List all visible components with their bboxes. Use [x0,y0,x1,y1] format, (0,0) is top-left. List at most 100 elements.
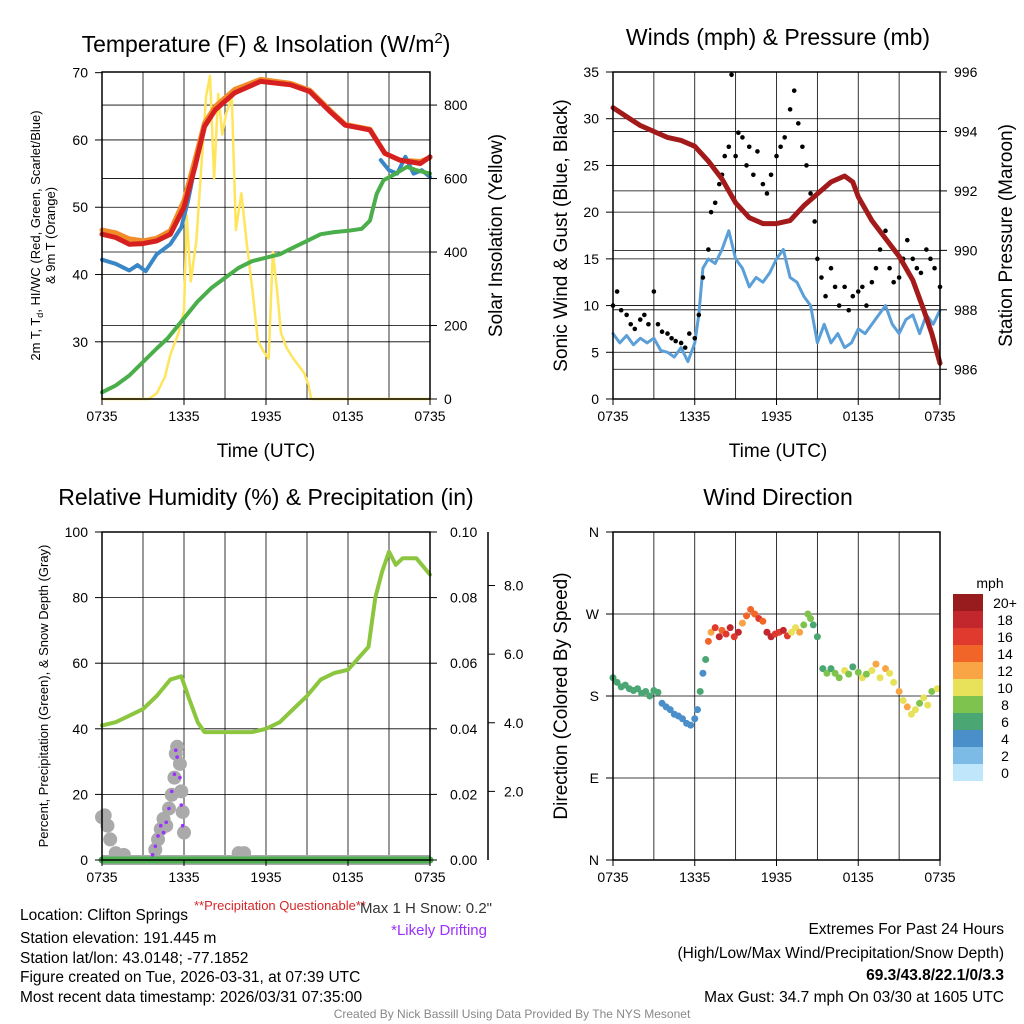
point-likely-drifting [158,823,163,828]
x-tick-label: 1935 [250,408,281,424]
legend-label: 6 [1001,714,1009,730]
y2-tick-label: 0.00 [450,852,477,868]
direction-point [743,612,751,620]
direction-point [654,688,662,696]
y-tick-label: 70 [72,65,88,81]
y2-tick-label: 988 [954,302,978,318]
x-tick-label: 1935 [250,869,281,885]
point-gust [651,289,657,294]
point-gust [628,321,634,327]
point-gust [706,247,711,252]
point-gust [632,326,638,332]
direction-point [704,637,712,645]
direction-point [646,692,654,700]
direction-point [634,685,642,693]
direction-point [693,706,701,714]
y2-tick-label: 600 [444,171,468,187]
direction-point [699,669,707,677]
direction-point [854,668,862,676]
direction-point [747,605,755,613]
y-tick-label: 25 [583,157,599,173]
direction-point [807,615,815,623]
point-gust [869,279,875,285]
point-gust [815,256,820,262]
direction-point [702,656,710,664]
direction-point [613,678,621,686]
legend-swatch [953,696,983,713]
direction-point [823,669,831,677]
title-text: Temperature (F) & Insolation (W/m [82,31,435,57]
x-tick-label: 0735 [924,408,955,424]
direction-point [707,628,715,636]
y2-tick-label: 986 [954,361,978,377]
point-gust [744,163,749,168]
y2-axis-label: Station Pressure (Maroon) [996,124,1017,347]
y3-tick-label: 4.0 [504,715,524,731]
point-gust [624,312,629,318]
max-snow-note: Max 1 H Snow: 0.2" [360,900,492,917]
direction-point [895,687,903,695]
y2-tick-label: 0.02 [450,786,477,802]
legend-title: mph [976,575,1003,591]
point-snow-depth [172,756,187,771]
series-2m-t [99,78,433,247]
y-tick-label: 40 [72,721,88,737]
y-tick-label: 20 [72,786,88,802]
extremes-values: 69.3/43.8/22.1/0/3.3 [866,967,1004,984]
legend-label: 14 [997,646,1013,662]
y2-tick-label: 0.04 [450,721,477,737]
title-text: Relative Humidity (%) & Precipitation (i… [58,484,473,510]
direction-point [868,666,876,674]
y-tick-label: 60 [72,132,88,148]
point-gust [932,265,937,271]
credit-line: Created By Nick Bassill Using Data Provi… [334,1007,691,1021]
point-gust [618,307,624,313]
chart-title: Temperature (F) & Insolation (W/m2) [82,30,451,57]
point-gust [924,247,929,252]
point-snow-depth [103,832,118,847]
direction-point [642,687,650,695]
point-gust [687,331,692,336]
x-tick-label: 1335 [168,869,199,885]
direction-point [882,665,889,673]
point-gust [877,247,883,252]
legend-swatch [953,730,983,747]
point-snow-depth [167,770,182,785]
direction-point [899,697,907,705]
direction-point [678,715,686,723]
y-axis-label: Percent, Precipitation (Green), & Snow D… [36,545,51,848]
direction-point [779,626,787,634]
y2-tick-label: 200 [444,318,468,334]
point-gust [751,172,756,178]
point-snow-depth [177,825,191,840]
likely-drifting-note: *Likely Drifting [391,922,487,939]
x-tick-label: 0135 [332,869,363,885]
point-likely-drifting [150,853,155,857]
direction-point [666,706,674,714]
point-snow-depth [170,739,185,754]
point-gust [768,172,774,178]
direction-point [809,621,817,629]
point-gust [796,121,801,126]
y-axis-label: 2m T, Td, HI/WC (Red, Green, Scarlet/Blu… [28,110,45,360]
x-tick-label: 0135 [843,408,874,424]
point-gust [842,284,847,290]
panel-temp: 0735 1335 1935 0135 0735 30 40 50 60 70 0 200 400 600… [28,30,507,462]
y-tick-label: N [589,524,599,540]
point-gust [928,256,933,262]
point-gust [614,289,620,294]
point-gust [910,256,916,262]
direction-point [849,663,857,671]
point-snow-depth [174,784,189,799]
point-gust [708,209,714,215]
y-axis-label: Direction (Colored By Speed) [551,572,572,819]
point-snow-depth [175,804,190,819]
y-axis-label: Sonic Wind & Gust (Blue, Black) [551,99,572,371]
point-gust [746,144,752,150]
y2-tick-label: 800 [444,97,468,113]
point-gust [716,181,722,187]
direction-point [722,630,730,638]
direction-point [827,665,835,673]
direction-point [903,703,911,711]
point-gust [905,237,910,243]
